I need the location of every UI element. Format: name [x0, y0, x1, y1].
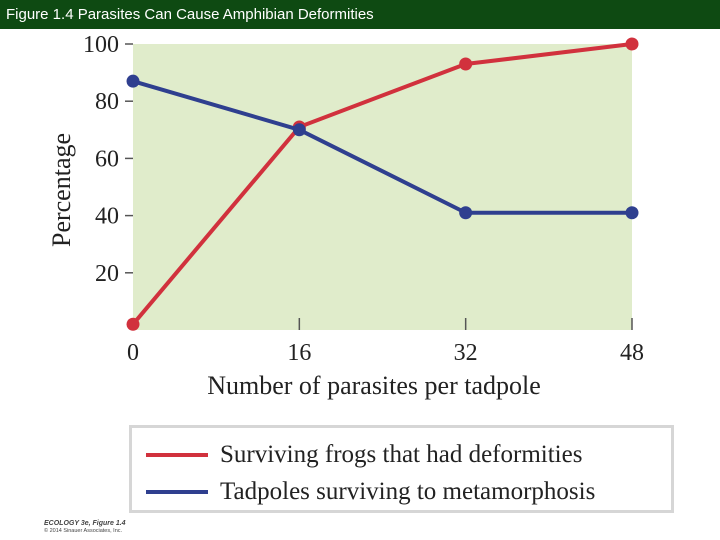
- legend-label-metamorphosis: Tadpoles surviving to metamorphosis: [220, 478, 596, 505]
- slide-title: Figure 1.4 Parasites Can Cause Amphibian…: [0, 0, 720, 29]
- line-chart: 20 40 60 80 100 0 16 32 48 Percentage Number of…: [47, 32, 644, 400]
- legend-item-deformities: Surviving frogs that had deformities: [146, 438, 582, 472]
- y-tick-label: 40: [95, 204, 119, 230]
- x-axis: 0 16 32 48: [127, 318, 644, 366]
- series-layer: [126, 37, 639, 331]
- data-point-1-1: [292, 123, 306, 137]
- credit-line-1: ECOLOGY 3e, Figure 1.4: [44, 520, 126, 527]
- y-tick-label: 80: [95, 89, 119, 115]
- legend: Surviving frogs that had deformities Tad…: [129, 425, 674, 513]
- y-tick-label: 100: [83, 32, 119, 58]
- legend-swatch-deformities: [146, 453, 208, 457]
- data-point-0-2: [459, 57, 473, 71]
- data-point-1-2: [459, 206, 473, 220]
- plot-area: [133, 44, 632, 330]
- y-axis: 20 40 60 80 100: [83, 32, 133, 287]
- data-point-1-3: [625, 206, 639, 220]
- y-tick-label: 60: [95, 146, 119, 172]
- legend-item-metamorphosis: Tadpoles surviving to metamorphosis: [146, 475, 595, 509]
- y-tick-label: 20: [95, 261, 119, 287]
- x-tick-label: 48: [620, 340, 644, 366]
- y-axis-label: Percentage: [47, 133, 76, 247]
- series-line-0: [131, 42, 633, 326]
- legend-swatch-metamorphosis: [146, 490, 208, 494]
- data-point-1-0: [126, 74, 140, 88]
- series-line-1: [132, 79, 632, 215]
- x-axis-label: Number of parasites per tadpole: [207, 371, 541, 400]
- x-tick-label: 32: [454, 340, 478, 366]
- figure-credit: ECOLOGY 3e, Figure 1.4 © 2014 Sinauer As…: [44, 520, 126, 534]
- credit-line-2: © 2014 Sinauer Associates, Inc.: [44, 528, 123, 535]
- data-point-0-3: [625, 37, 639, 51]
- x-tick-label: 16: [287, 340, 311, 366]
- x-tick-label: 0: [127, 340, 139, 366]
- data-point-0-0: [126, 317, 140, 331]
- legend-label-deformities: Surviving frogs that had deformities: [220, 441, 583, 468]
